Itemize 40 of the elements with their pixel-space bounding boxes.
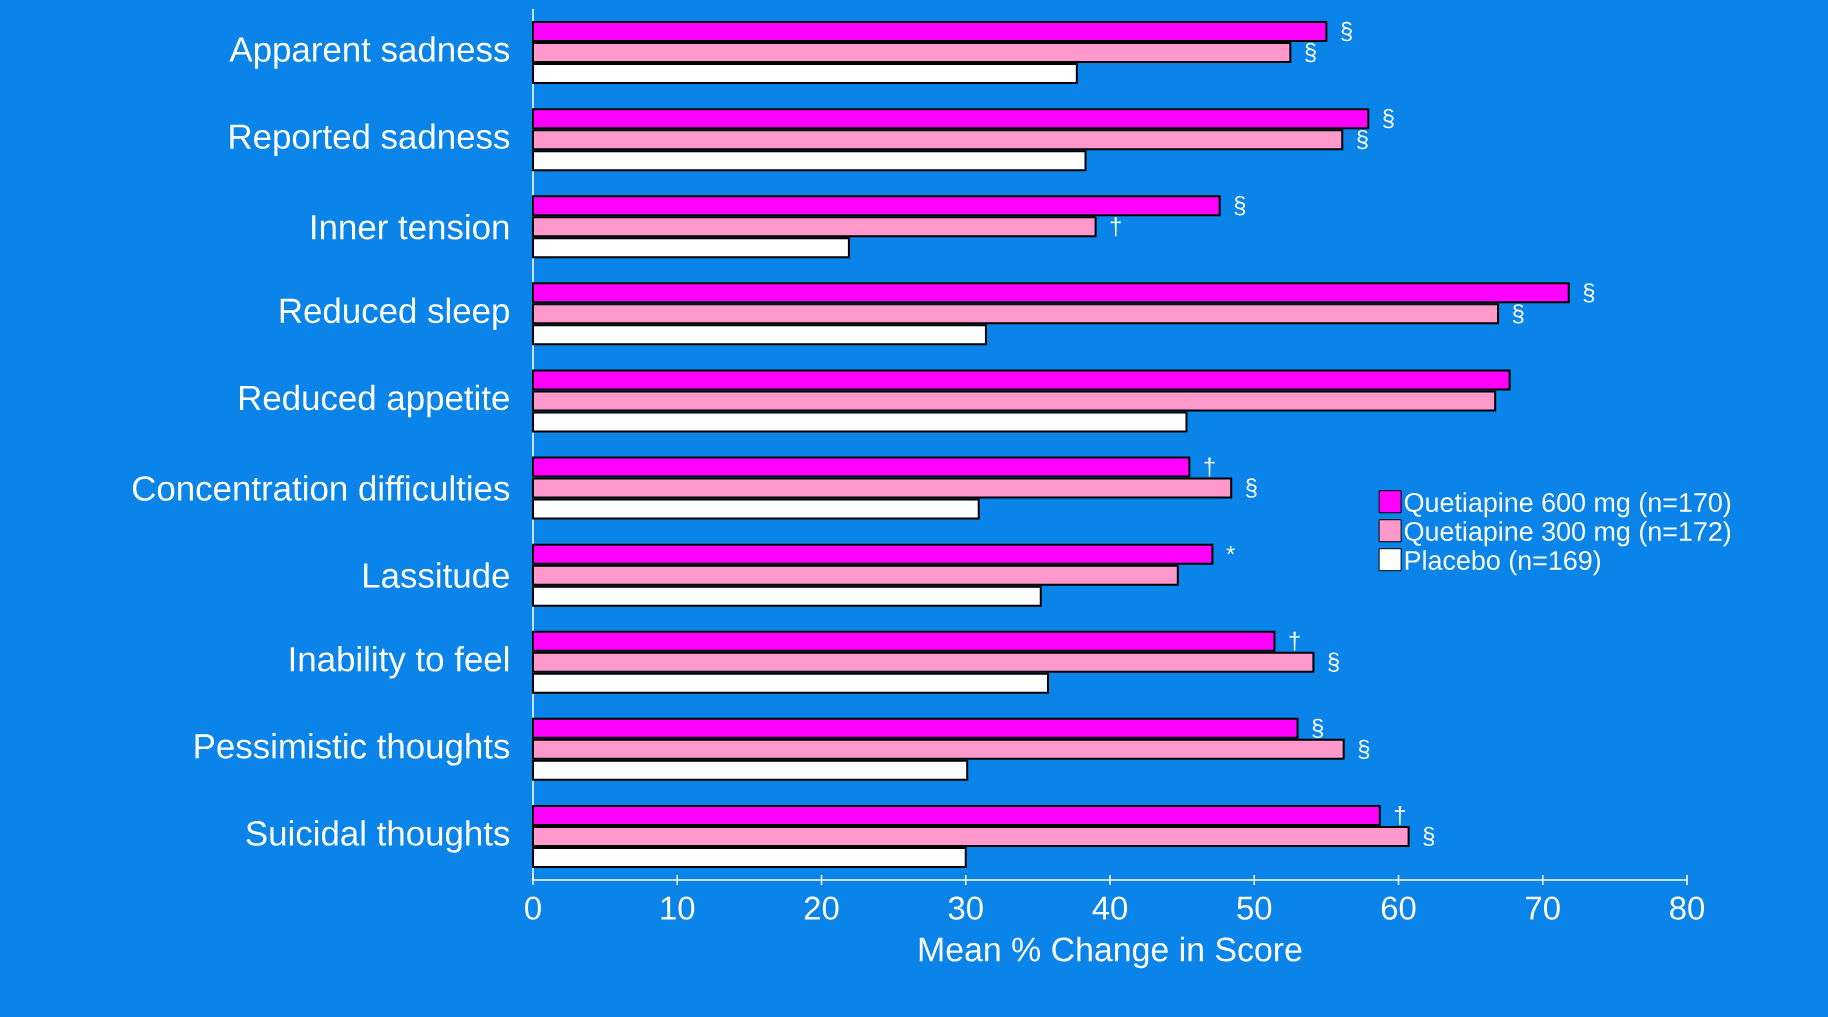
y-tick-label: Inability to feel (290, 646, 509, 679)
y-tick-label: Concentration difficulties (132, 475, 510, 501)
data-label: * (1226, 545, 1235, 555)
data-label: § (1341, 21, 1352, 42)
data-label: § (1583, 283, 1595, 303)
y-tick-label: Reduced sleep (280, 297, 509, 331)
data-label: † (1110, 217, 1121, 237)
data-label: § (1328, 652, 1339, 672)
x-tick-label: 40 (1092, 896, 1127, 920)
data-label: § (1357, 129, 1368, 150)
y-tick-label: Lassitude (364, 562, 509, 588)
x-tick-label: 10 (661, 896, 695, 920)
x-tick-label: 50 (1237, 896, 1272, 920)
x-axis-title: Mean % Change in Score (919, 936, 1302, 969)
x-tick-label: 70 (1526, 896, 1560, 920)
x-tick-label: 60 (1381, 896, 1416, 920)
data-label: § (1305, 42, 1316, 63)
data-label: † (1394, 805, 1405, 825)
data-label: † (1204, 457, 1215, 477)
data-label: § (1358, 739, 1370, 760)
x-tick-label: 80 (1670, 896, 1705, 920)
data-label: § (1246, 478, 1257, 498)
y-tick-label: Pessimistic thoughts (195, 733, 510, 766)
y-tick-label: Suicidal thoughts (246, 820, 510, 853)
data-label: § (1512, 304, 1524, 324)
legend-label: Quetiapine 300 mg (n=172) (1404, 521, 1731, 547)
data-label: § (1423, 826, 1435, 847)
y-tick-label: Inner tension (312, 213, 509, 240)
data-label: § (1234, 196, 1246, 216)
data-label: § (1383, 108, 1394, 129)
legend-label: Placebo (n=169) (1405, 550, 1601, 576)
data-label: † (1289, 631, 1300, 651)
x-tick-label: 20 (804, 896, 839, 920)
data-label: § (1312, 718, 1324, 739)
y-tick-label: Apparent sadness (229, 36, 510, 69)
y-tick-label: Reported sadness (230, 123, 510, 156)
x-tick-label: 30 (948, 896, 983, 920)
y-tick-label: Reduced appetite (239, 384, 509, 418)
x-tick-label: 0 (525, 896, 541, 920)
legend-label: Quetiapine 600 mg (n=170) (1404, 492, 1731, 518)
